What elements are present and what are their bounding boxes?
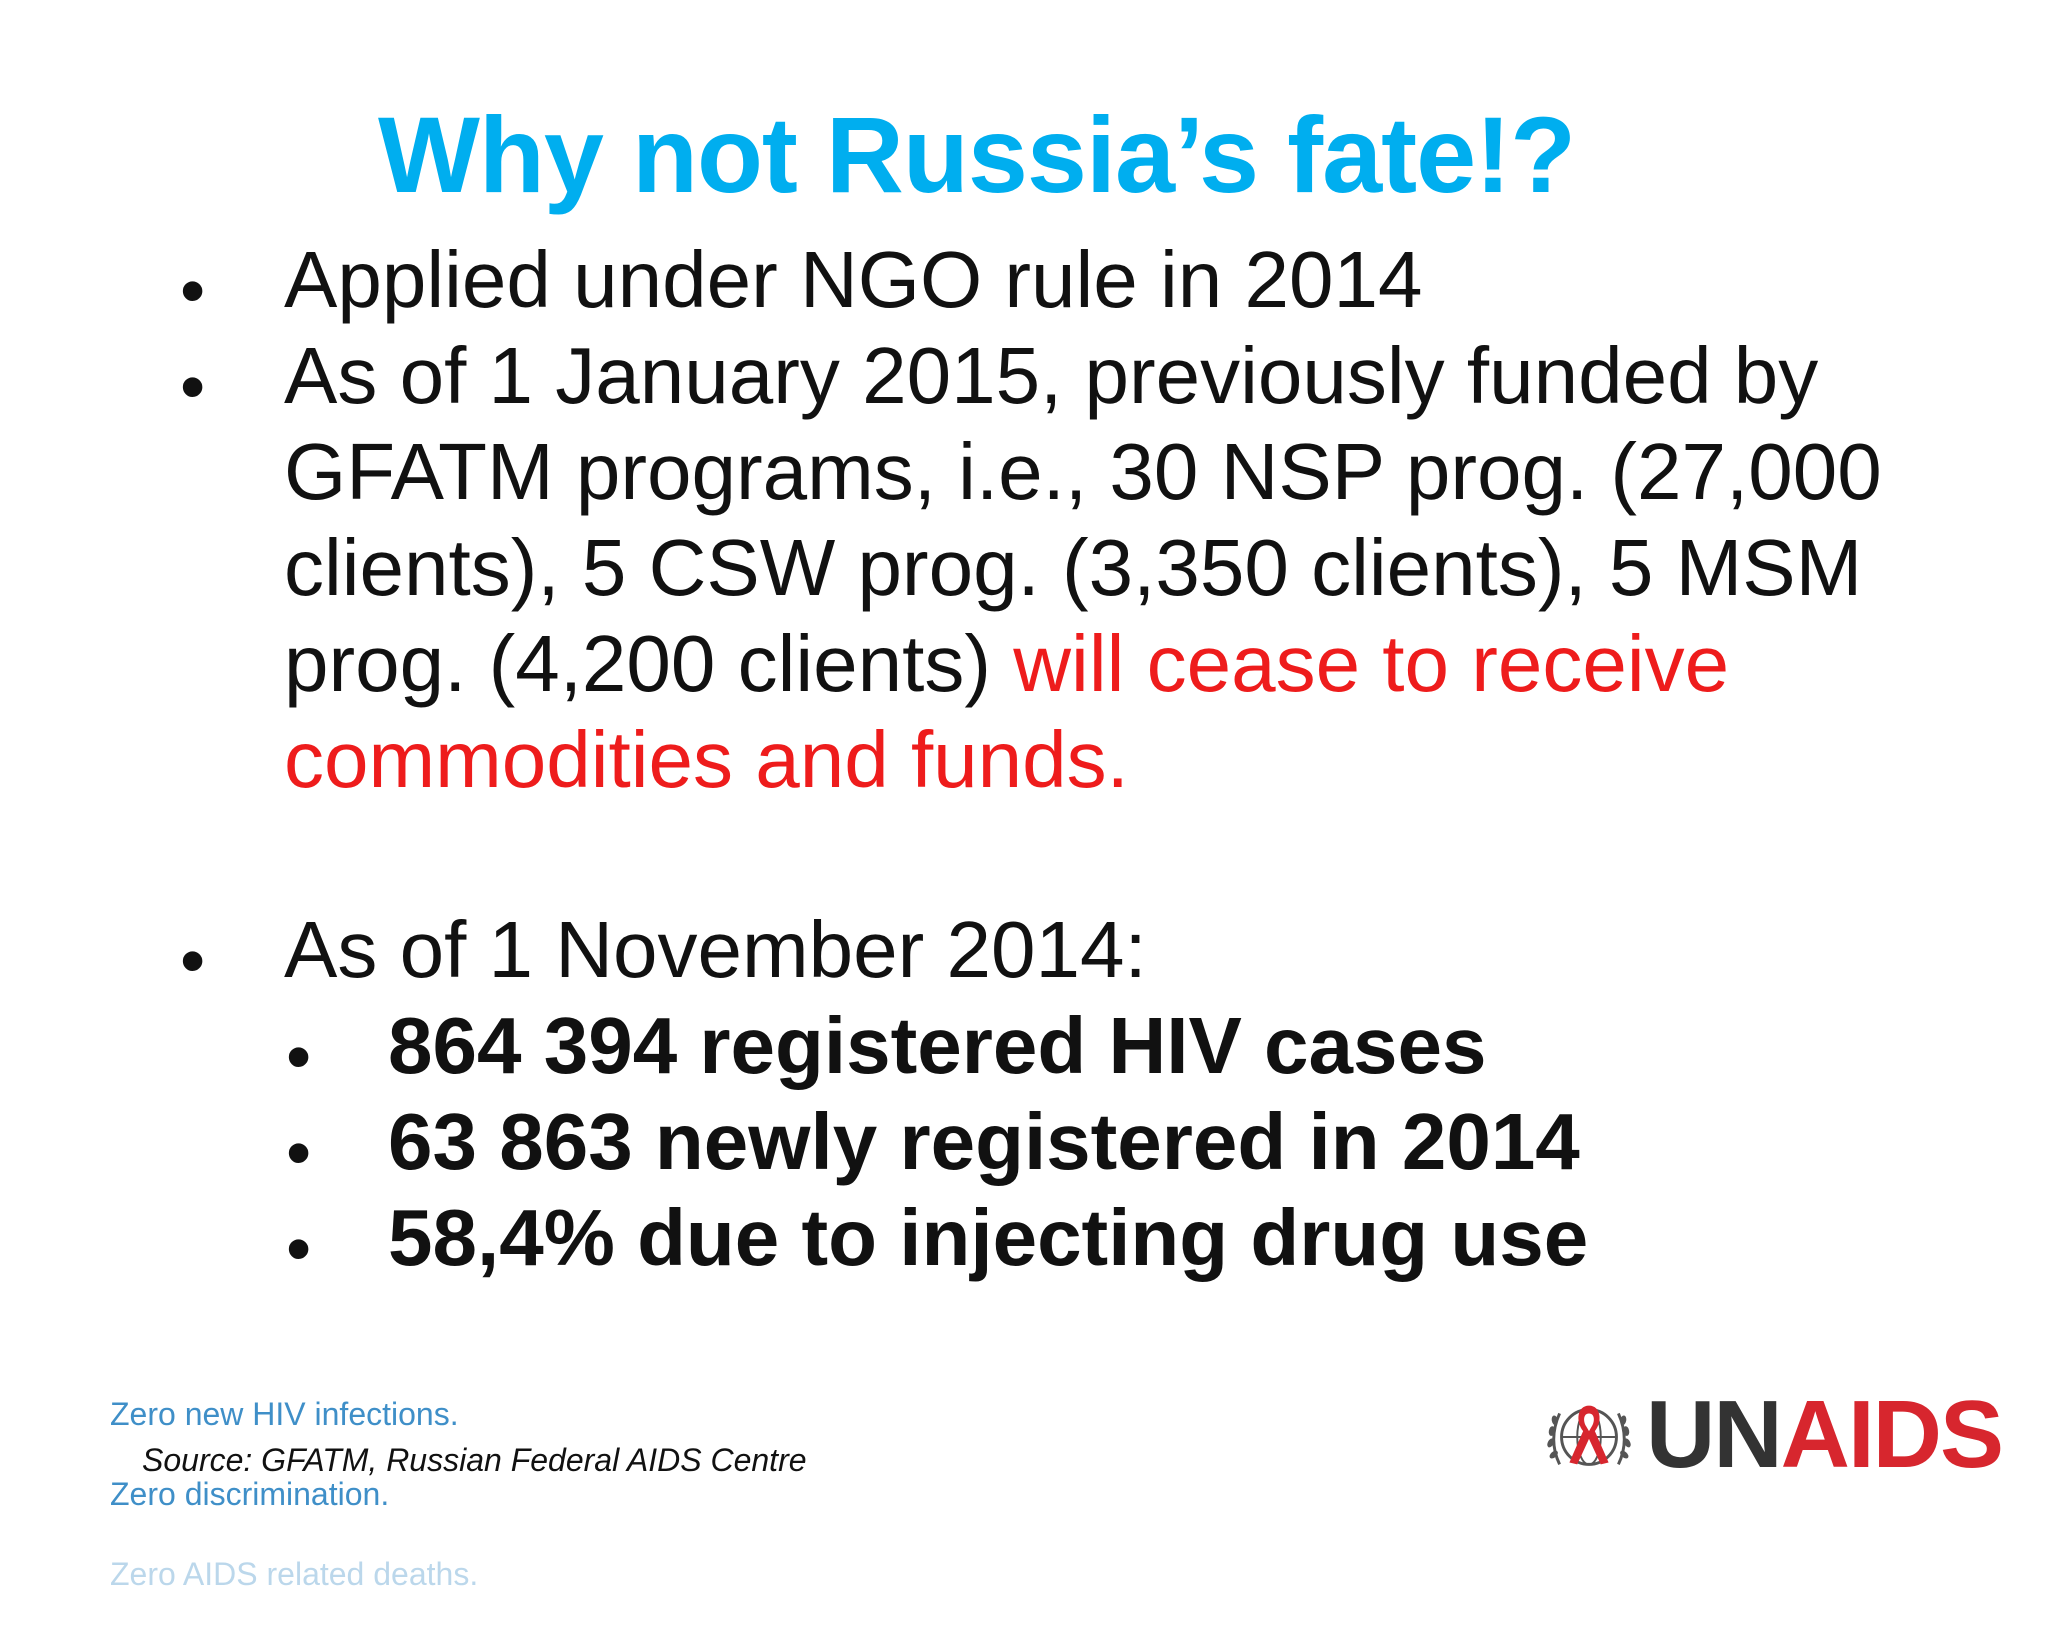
bullet-text-line: clients), 5 CSW prog. (3,350 clients), 5… [284, 523, 1863, 612]
un-emblem-red-ribbon-icon [1547, 1405, 1631, 1466]
footer-tagline: Zero new HIV infections. Zero discrimina… [110, 1354, 478, 1634]
subbullet-marker: • [286, 1017, 312, 1097]
unaids-logo: UNAIDS [1540, 1380, 2004, 1490]
bullet-marker: • [180, 921, 206, 1001]
bullet-text: Applied under NGO rule in 2014 [284, 235, 1423, 324]
subbullet-text: 864 394 registered HIV cases [388, 1001, 1487, 1090]
slide-title: Why not Russia’s fate!? [378, 94, 1576, 215]
tagline-line: Zero new HIV infections. [110, 1396, 459, 1432]
subbullet-marker: • [286, 1113, 312, 1193]
subbullet-text: 63 863 newly registered in 2014 [388, 1097, 1580, 1186]
logo-wordmark: UNAIDS [1646, 1381, 2004, 1488]
tagline-line: Zero AIDS related deaths. [110, 1556, 479, 1592]
bullet-text-line: GFATM programs, i.e., 30 NSP prog. (27,0… [284, 427, 1882, 516]
bullet-text-line: As of 1 January 2015, previously funded … [284, 331, 1819, 420]
bullet-text-emphasis: will cease to receive [1013, 619, 1730, 708]
bullet-text-normal: prog. (4,200 clients) [284, 619, 1014, 708]
bullet-marker: • [180, 251, 206, 331]
subbullet-marker: • [286, 1209, 312, 1289]
bullet-text-emphasis: commodities and funds. [284, 715, 1129, 804]
bullet-text: As of 1 November 2014: [284, 905, 1147, 994]
tagline-line: Zero discrimination. [110, 1476, 390, 1512]
bullet-marker: • [180, 347, 206, 427]
bullet-text-line: prog. (4,200 clients) will cease to rece… [284, 616, 1729, 712]
source-citation: Source: GFATM, Russian Federal AIDS Cent… [142, 1442, 807, 1478]
subbullet-text: 58,4% due to injecting drug use [388, 1193, 1589, 1282]
